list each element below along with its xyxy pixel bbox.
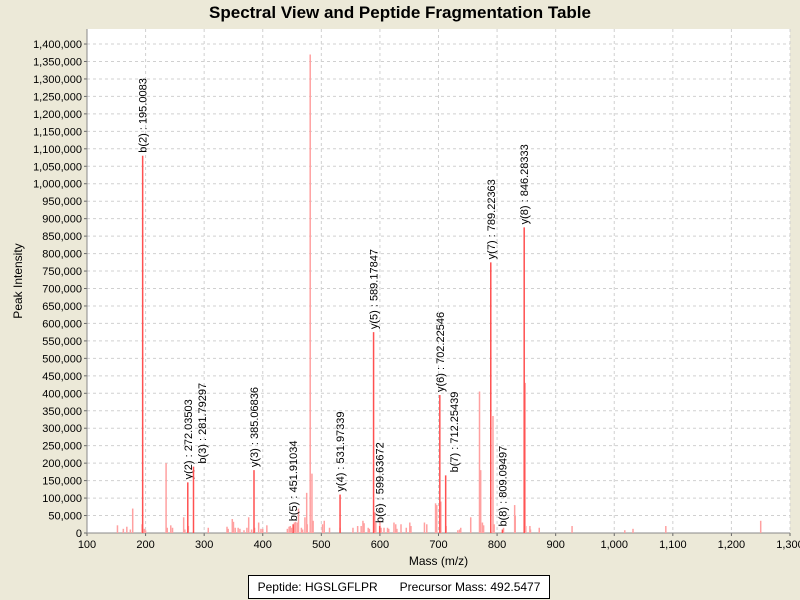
x-tick-label: 800	[488, 539, 506, 551]
x-tick-label: 1,300	[776, 539, 800, 551]
y-tick-label: 550,000	[42, 336, 82, 348]
peak-annotation-label: y(3) : 385.06836	[249, 387, 261, 467]
peak-annotation-label: b(2) : 195.0083	[138, 78, 150, 153]
y-tick-label: 200,000	[42, 458, 82, 470]
y-tick-label: 1,400,000	[33, 39, 82, 51]
peak-annotation-label: b(8) : 809.09497	[497, 446, 509, 527]
peak-annotation-label: b(7) : 712.25439	[449, 392, 461, 473]
y-tick-label: 250,000	[42, 441, 82, 453]
x-tick-label: 400	[254, 539, 272, 551]
y-tick-label: 100,000	[42, 493, 82, 505]
peak-annotation-label: y(8) : 846.28333	[519, 144, 531, 224]
peptide-info-box: Peptide: HGSLGFLPR Precursor Mass: 492.5…	[248, 575, 550, 599]
y-tick-label: 1,150,000	[33, 126, 82, 138]
x-tick-label: 600	[371, 539, 389, 551]
y-tick-label: 50,000	[48, 511, 82, 523]
peptide-label: Peptide: HGSLGFLPR	[257, 580, 378, 594]
y-tick-label: 850,000	[42, 231, 82, 243]
x-tick-label: 900	[546, 539, 564, 551]
y-tick-label: 1,250,000	[33, 91, 82, 103]
y-tick-label: 350,000	[42, 406, 82, 418]
y-tick-label: 800,000	[42, 249, 82, 261]
chart-title: Spectral View and Peptide Fragmentation …	[209, 3, 591, 22]
y-tick-label: 600,000	[42, 318, 82, 330]
y-axis-label: Peak Intensity	[11, 243, 25, 318]
y-tick-label: 900,000	[42, 214, 82, 226]
spectrum-chart: 100 200 300 400 500 600 700 800 900 1,000 1,100 1,2…	[11, 29, 800, 568]
peak-annotation-label: y(6) : 702.22546	[435, 312, 447, 392]
y-tick-label: 1,200,000	[33, 109, 82, 121]
x-tick-label: 200	[136, 539, 154, 551]
y-tick-label: 1,000,000	[33, 179, 82, 191]
x-axis-label: Mass (m/z)	[409, 554, 468, 568]
y-tick-label: 150,000	[42, 476, 82, 488]
x-tick-label: 500	[312, 539, 330, 551]
y-tick-label: 450,000	[42, 371, 82, 383]
x-tick-label: 1,100	[659, 539, 687, 551]
y-tick-label: 0	[76, 528, 82, 540]
peak-annotation-label: y(7) : 789.22363	[486, 179, 498, 259]
peak-annotation-label: y(4) : 531.97339	[335, 411, 347, 491]
y-tick-label: 1,100,000	[33, 144, 82, 156]
y-tick-label: 1,050,000	[33, 161, 82, 173]
y-tick-label: 650,000	[42, 301, 82, 313]
y-tick-label: 750,000	[42, 266, 82, 278]
peak-annotation-label: y(2) : 272.03503	[183, 399, 195, 479]
peak-annotation-label: b(5) : 451.91034	[288, 441, 300, 522]
y-tick-label: 1,350,000	[33, 56, 82, 68]
x-tick-label: 100	[78, 539, 96, 551]
y-tick-label: 400,000	[42, 388, 82, 400]
precursor-mass-label: Precursor Mass: 492.5477	[399, 580, 541, 594]
x-tick-label: 1,000	[600, 539, 628, 551]
peak-annotation-label: b(3) : 281.79297	[197, 383, 209, 464]
y-tick-label: 1,300,000	[33, 74, 82, 86]
x-tick-label: 300	[195, 539, 213, 551]
y-tick-label: 700,000	[42, 284, 82, 296]
peak-annotation-label: b(6) : 599.63672	[375, 442, 387, 523]
y-tick-label: 500,000	[42, 353, 82, 365]
y-tick-label: 950,000	[42, 196, 82, 208]
y-tick-label: 300,000	[42, 423, 82, 435]
x-tick-label: 700	[429, 539, 447, 551]
peak-annotation-label: y(5) : 589.17847	[369, 249, 381, 329]
x-tick-label: 1,200	[718, 539, 746, 551]
